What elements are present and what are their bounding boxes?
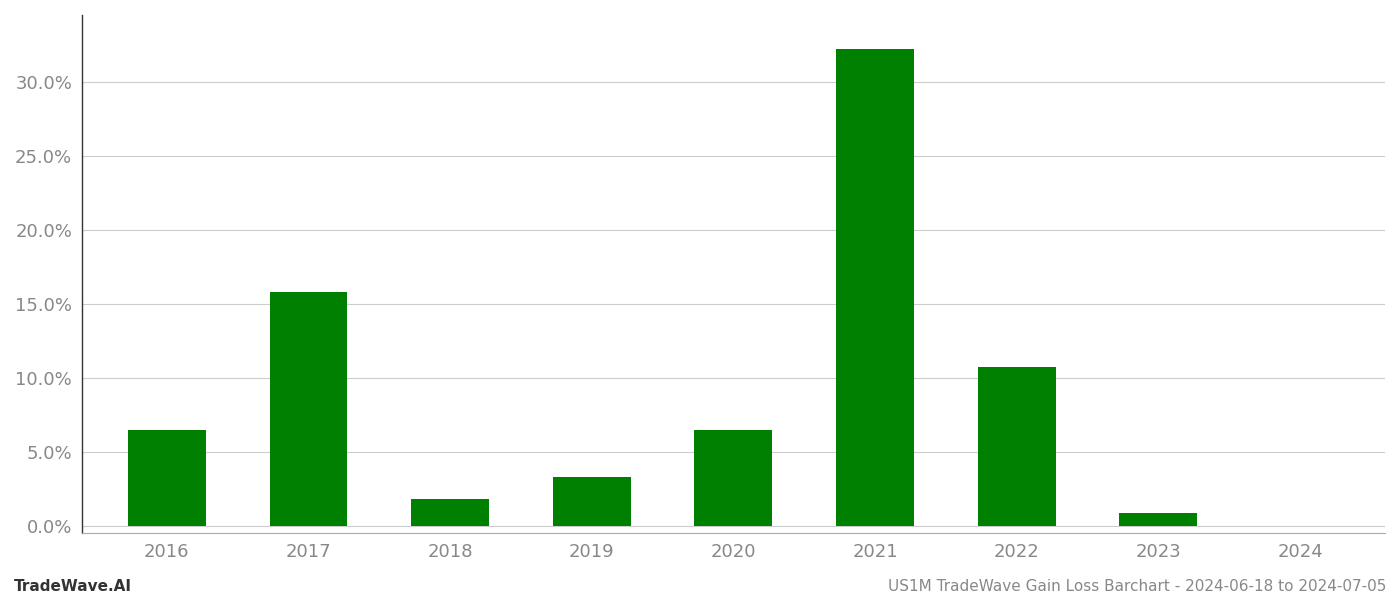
Bar [127,430,206,526]
Text: US1M TradeWave Gain Loss Barchart - 2024-06-18 to 2024-07-05: US1M TradeWave Gain Loss Barchart - 2024… [888,579,1386,594]
Bar [412,499,489,526]
Bar [270,292,347,526]
Bar [694,430,773,526]
Bar [977,367,1056,526]
Bar [836,49,914,526]
Bar [1120,512,1197,526]
Bar [553,477,631,526]
Text: TradeWave.AI: TradeWave.AI [14,579,132,594]
